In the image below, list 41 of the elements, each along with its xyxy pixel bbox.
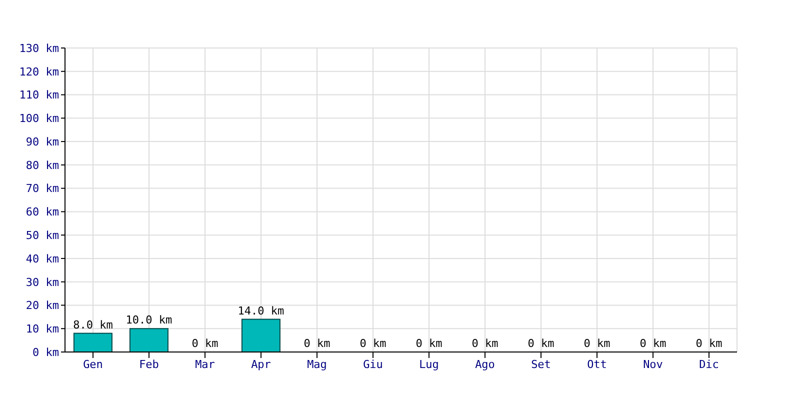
data-label: 0 km bbox=[584, 337, 611, 350]
x-tick-label: Ott bbox=[587, 358, 607, 371]
data-label: 0 km bbox=[304, 337, 331, 350]
data-label: 0 km bbox=[192, 337, 219, 350]
y-tick-label: 50 km bbox=[26, 228, 60, 242]
y-tick-label: 120 km bbox=[19, 65, 60, 78]
y-tick-label: 20 km bbox=[26, 299, 60, 312]
x-tick-label: Giu bbox=[363, 358, 383, 371]
data-label: 0 km bbox=[640, 337, 667, 350]
y-tick-label: 90 km bbox=[26, 135, 60, 148]
data-label: 0 km bbox=[528, 337, 555, 350]
data-label: 14.0 km bbox=[238, 304, 285, 318]
y-tick-label: 10 km bbox=[26, 322, 60, 336]
y-tick-label: 30 km bbox=[26, 276, 60, 289]
data-label: 0 km bbox=[696, 337, 723, 350]
y-tick-label: 130 km bbox=[19, 42, 60, 55]
x-tick-label: Ago bbox=[475, 358, 495, 371]
x-tick-label: Set bbox=[531, 358, 551, 371]
y-tick-label: 80 km bbox=[26, 158, 60, 172]
bar bbox=[129, 328, 168, 352]
y-tick-label: 40 km bbox=[26, 252, 60, 266]
x-tick-label: Nov bbox=[643, 358, 664, 371]
data-label: 10.0 km bbox=[126, 314, 173, 327]
y-tick-label: 100 km bbox=[19, 112, 60, 126]
y-tick-label: 110 km bbox=[19, 88, 60, 102]
x-tick-label: Mar bbox=[195, 358, 216, 371]
data-label: 0 km bbox=[360, 337, 387, 350]
x-tick-label: Mag bbox=[307, 358, 327, 371]
data-label: 0 km bbox=[416, 337, 443, 350]
y-tick-label: 70 km bbox=[26, 182, 60, 196]
y-tick-label: 60 km bbox=[26, 206, 60, 219]
bar bbox=[73, 332, 112, 352]
y-tick-label: 0 km bbox=[32, 346, 60, 359]
x-tick-label: Lug bbox=[419, 358, 439, 371]
bar bbox=[241, 318, 280, 352]
data-label: 8.0 km bbox=[73, 318, 114, 332]
data-label: 0 km bbox=[472, 337, 499, 350]
x-tick-label: Apr bbox=[251, 358, 272, 371]
x-tick-label: Gen bbox=[83, 358, 103, 371]
x-tick-label: Feb bbox=[139, 358, 159, 371]
x-tick-label: Dic bbox=[699, 358, 719, 371]
